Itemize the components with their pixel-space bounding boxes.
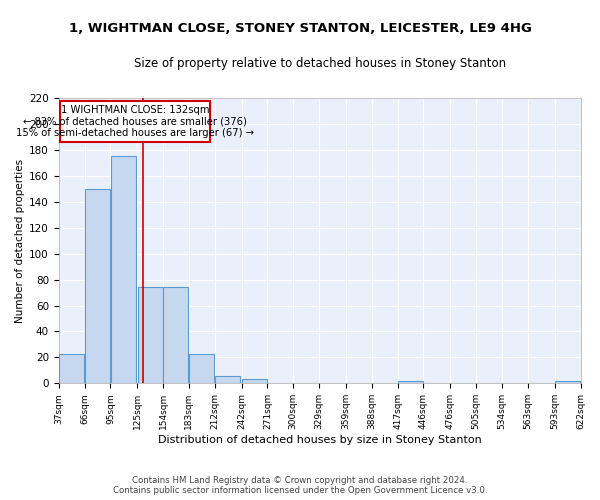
Bar [163, 288, 188, 384]
Bar [85, 189, 110, 384]
X-axis label: Distribution of detached houses by size in Stoney Stanton: Distribution of detached houses by size … [158, 435, 481, 445]
Text: ← 83% of detached houses are smaller (376): ← 83% of detached houses are smaller (37… [23, 116, 247, 126]
Y-axis label: Number of detached properties: Number of detached properties [15, 158, 25, 323]
Bar [242, 380, 267, 384]
Text: 1, WIGHTMAN CLOSE, STONEY STANTON, LEICESTER, LE9 4HG: 1, WIGHTMAN CLOSE, STONEY STANTON, LEICE… [68, 22, 532, 36]
Bar [111, 156, 136, 384]
Text: Contains HM Land Registry data © Crown copyright and database right 2024.
Contai: Contains HM Land Registry data © Crown c… [113, 476, 487, 495]
Bar [190, 354, 214, 384]
Bar [59, 354, 84, 384]
Bar [215, 376, 240, 384]
Text: 15% of semi-detached houses are larger (67) →: 15% of semi-detached houses are larger (… [16, 128, 254, 138]
Bar [555, 381, 580, 384]
Bar [137, 288, 163, 384]
Text: 1 WIGHTMAN CLOSE: 132sqm: 1 WIGHTMAN CLOSE: 132sqm [61, 104, 209, 115]
Bar [398, 381, 423, 384]
FancyBboxPatch shape [59, 100, 210, 142]
Title: Size of property relative to detached houses in Stoney Stanton: Size of property relative to detached ho… [134, 58, 506, 70]
